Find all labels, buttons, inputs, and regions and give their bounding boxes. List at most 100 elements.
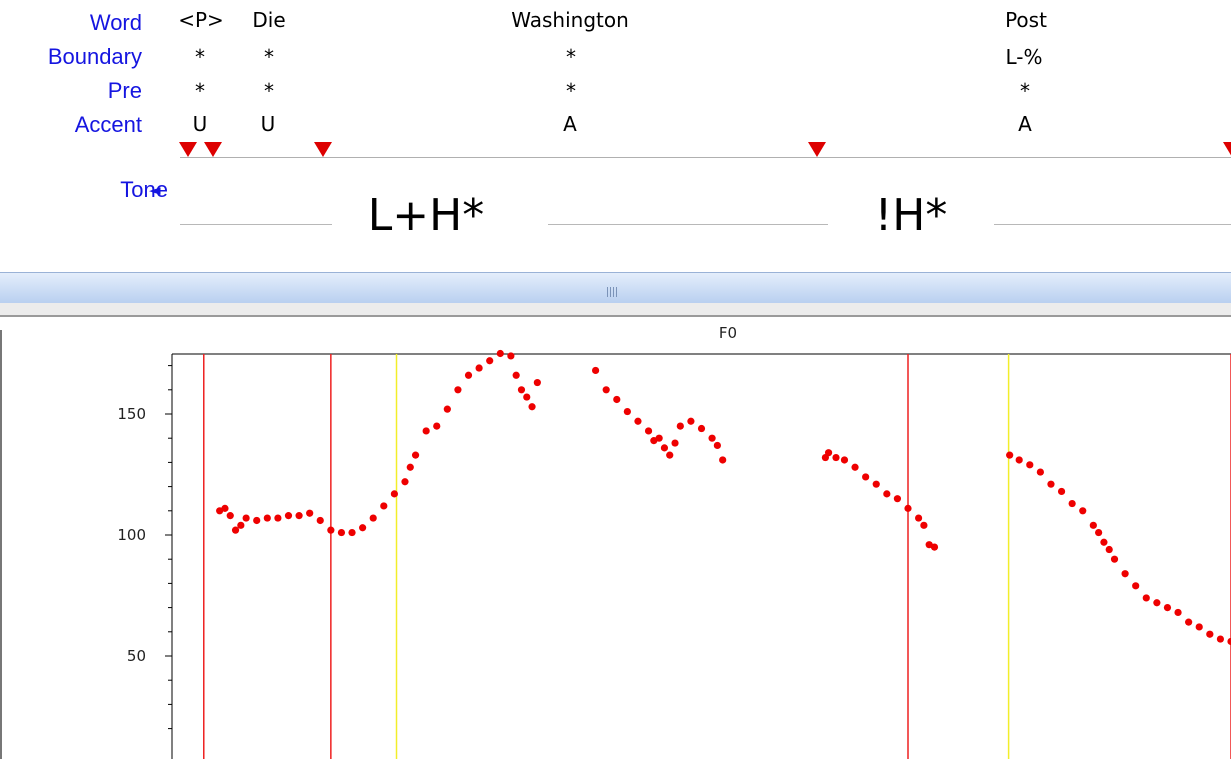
boundary-marker-icon[interactable] xyxy=(808,142,826,157)
accent-cell[interactable]: A xyxy=(1018,112,1032,136)
f0-point xyxy=(406,463,414,471)
f0-point xyxy=(274,514,282,522)
boundary-marker-icon[interactable] xyxy=(1223,142,1231,157)
f0-point xyxy=(1206,630,1214,638)
accent-cell[interactable]: U xyxy=(192,112,208,136)
f0-point xyxy=(1227,637,1231,646)
f0-point xyxy=(1036,468,1044,476)
tier-timeline xyxy=(180,157,1231,158)
f0-point xyxy=(904,504,912,512)
tier-label-accent[interactable]: Accent xyxy=(74,112,142,137)
tier-label-boundary[interactable]: Boundary xyxy=(47,44,142,69)
boundary-marker-icon[interactable] xyxy=(179,142,197,157)
f0-point xyxy=(1174,608,1182,617)
f0-point xyxy=(644,427,653,435)
f0-point xyxy=(1185,618,1193,626)
f0-point xyxy=(1006,451,1014,459)
f0-point xyxy=(697,424,706,433)
y-tick-label: 150 xyxy=(117,405,146,423)
pre-cell[interactable]: * xyxy=(264,79,274,103)
f0-point xyxy=(602,386,610,394)
f0-point xyxy=(1216,635,1225,643)
boundary-cell[interactable]: * xyxy=(566,45,576,69)
boundary-marker-icon[interactable] xyxy=(314,142,332,157)
pane-separator xyxy=(0,315,1231,317)
tone-segment xyxy=(548,224,828,225)
f0-point xyxy=(824,449,833,457)
f0-point xyxy=(237,521,245,529)
pane-splitter[interactable] xyxy=(0,272,1231,304)
y-tick-label: 100 xyxy=(117,526,146,544)
tone-segment xyxy=(994,224,1231,225)
f0-point xyxy=(475,364,483,372)
tone-label[interactable]: !H* xyxy=(874,190,948,241)
scrollbar-edge[interactable] xyxy=(0,330,2,759)
f0-point xyxy=(348,528,356,537)
f0-point xyxy=(1100,538,1108,546)
pre-cell[interactable]: * xyxy=(566,79,576,103)
boundary-cell[interactable]: L-% xyxy=(1005,45,1043,69)
f0-point xyxy=(512,371,520,379)
f0-point xyxy=(369,514,377,522)
word-cell[interactable]: Die xyxy=(252,8,286,32)
f0-point xyxy=(327,526,335,534)
f0-point xyxy=(523,393,531,401)
word-cell[interactable]: Post xyxy=(1005,8,1047,32)
tier-label-tone[interactable]: Tone xyxy=(120,177,168,202)
plot-title: F0 xyxy=(718,324,738,342)
tone-collapse-arrow[interactable]: ◄ xyxy=(149,181,161,199)
boundary-cell[interactable]: * xyxy=(195,45,205,69)
boundary-cell[interactable]: * xyxy=(264,45,274,69)
tone-label[interactable]: L+H* xyxy=(367,190,485,241)
f0-point xyxy=(411,451,420,459)
f0-point xyxy=(883,490,891,498)
f0-point xyxy=(872,480,880,488)
f0-point xyxy=(433,422,441,430)
f0-point xyxy=(226,512,234,520)
grip-lines-icon xyxy=(607,282,623,297)
f0-point xyxy=(263,514,271,522)
f0-point xyxy=(930,543,939,551)
f0-point xyxy=(380,502,388,510)
f0-point xyxy=(496,349,504,358)
f0-point xyxy=(676,422,684,430)
f0-point xyxy=(660,444,669,452)
f0-point xyxy=(1057,487,1066,496)
f0-point xyxy=(914,514,923,522)
word-cell[interactable]: Washington xyxy=(511,8,629,32)
f0-point xyxy=(1195,623,1203,631)
f0-point xyxy=(454,386,462,394)
f0-point xyxy=(920,521,928,529)
f0-point xyxy=(242,514,250,522)
f0-point xyxy=(1163,604,1172,612)
f0-point xyxy=(507,352,515,360)
f0-point xyxy=(253,516,261,525)
accent-cell[interactable]: U xyxy=(260,112,276,136)
f0-point xyxy=(708,434,716,442)
f0-point xyxy=(851,463,859,471)
f0-point xyxy=(634,417,642,425)
f0-point xyxy=(1110,555,1119,563)
f0-point xyxy=(671,439,679,447)
f0-point xyxy=(306,509,314,517)
f0-point xyxy=(316,516,324,525)
f0-point xyxy=(613,395,621,404)
tier-label-word[interactable]: Word xyxy=(89,10,142,35)
f0-point xyxy=(533,378,541,387)
f0-point xyxy=(517,386,526,394)
tier-label-pre[interactable]: Pre xyxy=(107,78,142,103)
pre-cell[interactable]: * xyxy=(195,79,205,103)
f0-point xyxy=(655,434,663,442)
plot-pane xyxy=(0,303,1231,771)
f0-point xyxy=(443,405,451,413)
word-cell[interactable]: <P> xyxy=(178,8,224,32)
tone-segment xyxy=(180,224,332,225)
y-tick-label: 50 xyxy=(127,647,146,665)
pre-cell[interactable]: * xyxy=(1020,79,1030,103)
accent-cell[interactable]: A xyxy=(563,112,577,136)
f0-point xyxy=(623,407,631,416)
boundary-marker-icon[interactable] xyxy=(204,142,222,157)
f0-point xyxy=(359,524,367,532)
f0-point xyxy=(832,453,840,462)
